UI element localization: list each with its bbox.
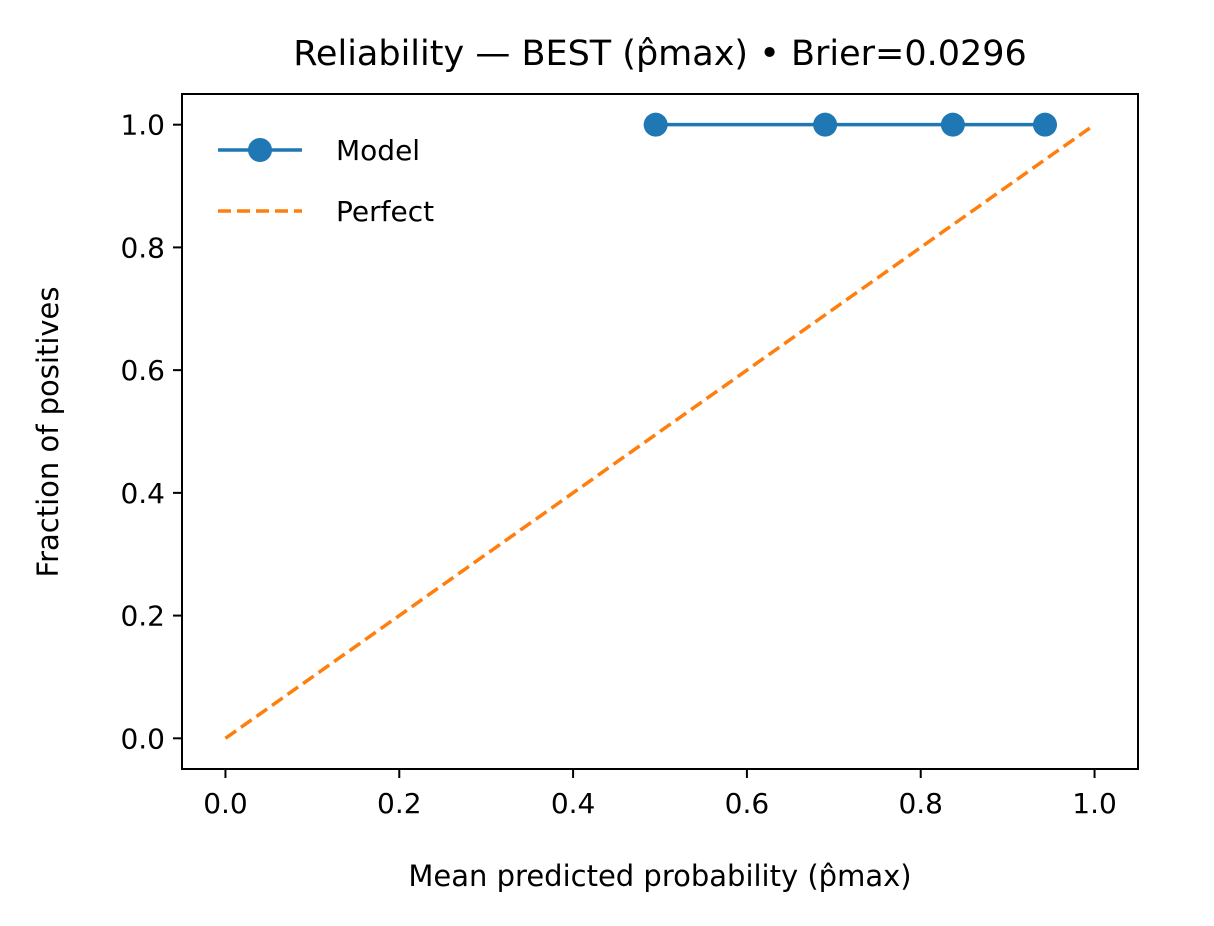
y-axis-label: Fraction of positives [31, 286, 65, 577]
y-axis-ticks: 0.0 0.2 0.4 0.6 0.8 1.0 [120, 109, 182, 755]
y-tick-label: 0.8 [120, 231, 165, 264]
x-axis-ticks: 0.0 0.2 0.4 0.6 0.8 1.0 [203, 769, 1117, 820]
legend-perfect-label: Perfect [336, 195, 434, 228]
series-layer [224, 112, 1096, 740]
legend-model-marker [248, 138, 272, 162]
x-tick-label: 1.0 [1072, 787, 1117, 820]
y-tick-label: 1.0 [120, 109, 165, 142]
series-model-point [813, 112, 838, 137]
y-tick-label: 0.4 [120, 477, 165, 510]
x-tick-label: 0.6 [725, 787, 770, 820]
plot-frame [181, 93, 1139, 770]
y-tick-label: 0.0 [120, 722, 165, 755]
series-model-point [643, 112, 668, 137]
series-model-point [940, 112, 965, 137]
x-tick-label: 0.0 [203, 787, 248, 820]
series-perfect-line [224, 123, 1096, 740]
y-tick-label: 0.2 [120, 600, 165, 633]
legend-model-label: Model [336, 134, 420, 167]
y-tick-label: 0.6 [120, 354, 165, 387]
x-tick-label: 0.2 [377, 787, 422, 820]
series-model-point [1033, 112, 1058, 137]
plot-area [181, 93, 1139, 770]
x-tick-label: 0.4 [551, 787, 596, 820]
legend: Model Perfect [218, 134, 434, 228]
chart-title: Reliability — BEST (p̂max) • Brier=0.029… [293, 34, 1027, 74]
x-tick-label: 0.8 [898, 787, 943, 820]
x-axis-label: Mean predicted probability (p̂max) [408, 859, 911, 893]
